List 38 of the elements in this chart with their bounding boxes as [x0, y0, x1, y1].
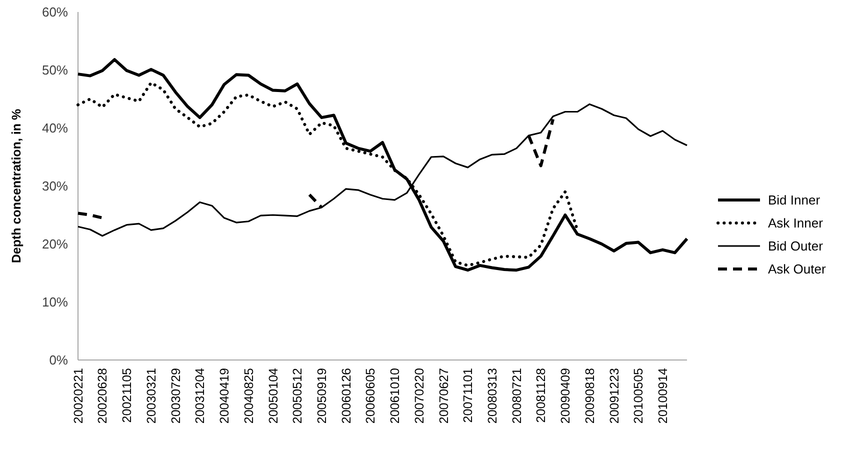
y-tick-label: 50%: [42, 62, 68, 78]
x-tick-label: 20021105: [120, 368, 134, 423]
x-tick-label: 20070627: [436, 368, 451, 424]
y-tick-label: 40%: [42, 120, 68, 136]
x-tick-label: 20050919: [314, 368, 329, 424]
legend-label: Bid Outer: [768, 238, 824, 254]
x-tick-label: 20081128: [534, 368, 548, 423]
legend-label: Ask Outer: [768, 262, 826, 277]
x-tick-label: 20060605: [364, 368, 378, 424]
x-tick-label: 20030729: [168, 368, 183, 424]
x-tick-label: 20020628: [96, 368, 110, 424]
x-tick-label: 20040419: [218, 368, 232, 424]
y-tick-label: 10%: [42, 294, 68, 310]
x-tick-label: 20091223: [607, 368, 622, 424]
y-tick-label: 20%: [42, 236, 68, 252]
y-tick-label: 60%: [42, 4, 68, 20]
legend-label: Bid Inner: [768, 192, 821, 208]
x-tick-label: 20100914: [656, 368, 670, 424]
x-tick-label: 20040825: [242, 368, 256, 424]
y-tick-label: 0%: [49, 352, 68, 368]
legend-label: Ask Inner: [768, 216, 824, 231]
x-tick-label: 20090409: [558, 368, 573, 424]
x-tick-label: 20071101: [461, 368, 476, 423]
x-tick-label: 20070220: [412, 368, 426, 424]
x-tick-label: 20030321: [144, 368, 158, 424]
x-tick-label: 20061010: [388, 368, 402, 424]
x-tick-label: 20100505: [632, 368, 646, 424]
x-tick-label: 20080313: [485, 368, 500, 424]
x-tick-label: 20031204: [193, 368, 208, 424]
x-tick-label: 20020221: [71, 368, 86, 424]
x-tick-label: 20080721: [510, 368, 524, 424]
x-tick-label: 20090818: [582, 368, 597, 424]
x-tick-label: 20050512: [290, 368, 305, 424]
x-tick-label: 20060126: [339, 368, 354, 424]
y-axis-title: Depth concentration, in %: [9, 108, 24, 264]
y-tick-label: 30%: [42, 178, 68, 194]
line-series: [76, 58, 688, 272]
x-tick-label: 20050104: [266, 368, 280, 424]
